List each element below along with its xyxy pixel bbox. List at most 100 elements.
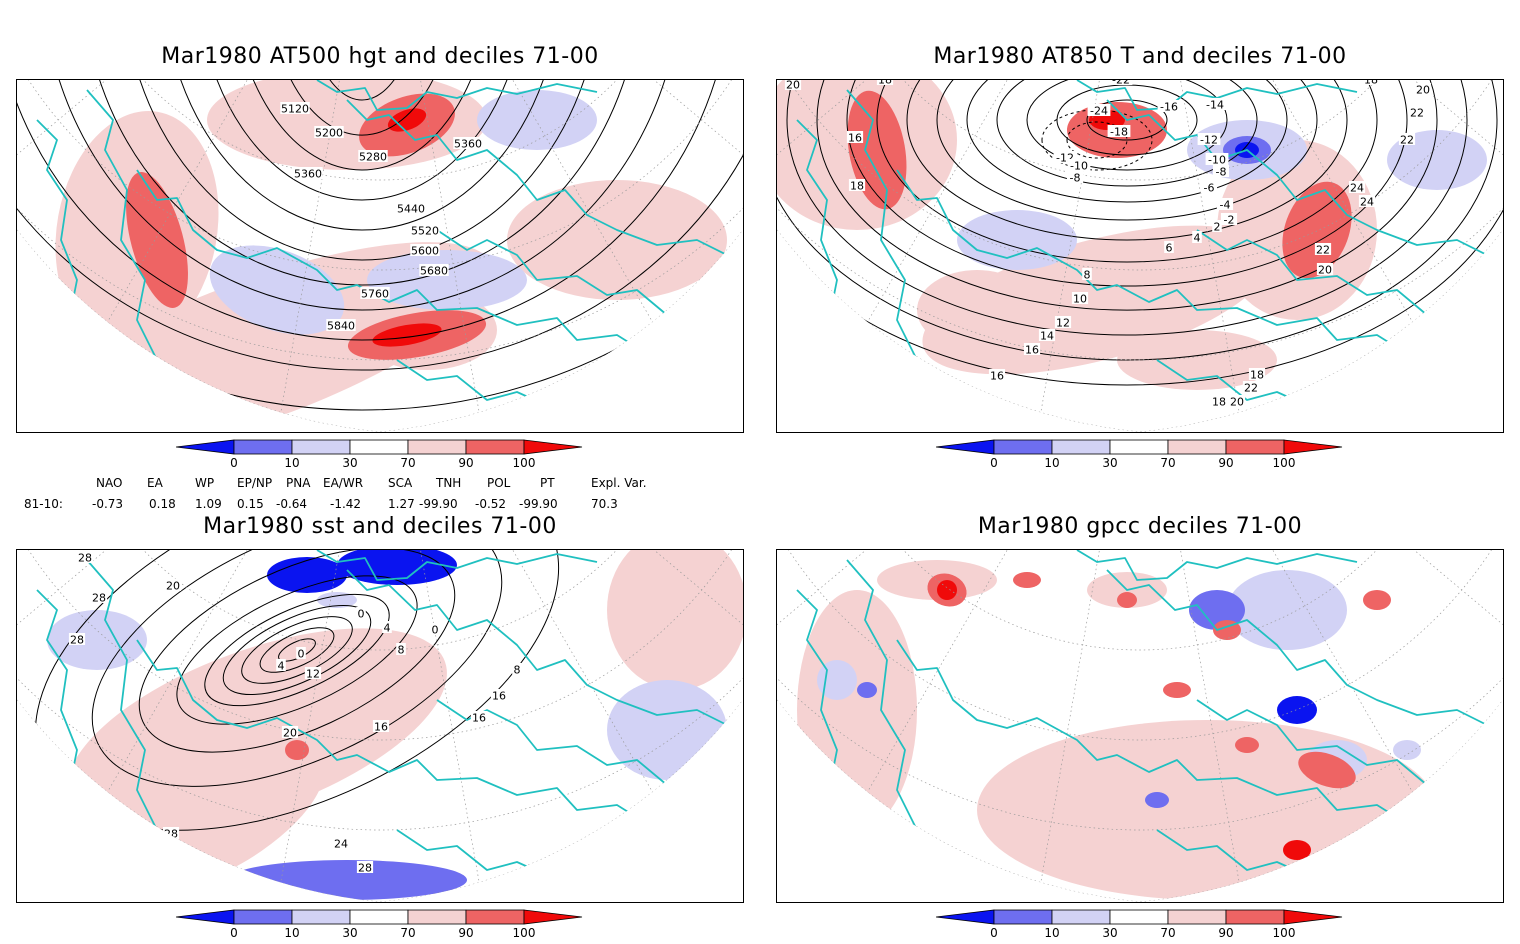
contour-label: 28 (164, 828, 178, 841)
colorbar-tick-label: 90 (458, 926, 473, 940)
anomaly-shading (607, 680, 727, 780)
idx-value-wp: 1.09 (195, 497, 222, 511)
colorbar-hgt500: 0 10 30 70 90 100 (176, 439, 583, 470)
contour-label-bg (372, 720, 390, 732)
anomaly-shading (1163, 682, 1191, 698)
idx-header-epnp: EP/NP (237, 476, 273, 490)
colorbar-segment (465, 439, 525, 455)
colorbar-triangle-low (936, 909, 995, 925)
panel-title-t850: Mar1980 AT850 T and deciles 71-00 (933, 44, 1347, 69)
colorbar-tick-label: 90 (1218, 456, 1233, 470)
contour-label-bg (410, 224, 440, 236)
colorbar-tick-label: 0 (230, 456, 238, 470)
contour-label-bg (356, 607, 366, 619)
colorbar-segment (1225, 439, 1285, 455)
contour-label-bg (1216, 198, 1234, 210)
contour-line (786, 80, 1468, 336)
contour-label-bg (296, 647, 306, 659)
map-gpcc (777, 550, 1503, 902)
contour-label: 16 (848, 132, 862, 145)
colorbar-tick-label: 30 (342, 926, 357, 940)
idx-header-ea: EA (147, 476, 163, 490)
colorbar-triangle-high (1283, 439, 1343, 455)
grid-latitude-circle (777, 550, 1503, 831)
contour-line (266, 80, 458, 136)
coastline (1106, 99, 1498, 261)
contour-label-bg (1082, 268, 1092, 280)
idx-header-sca: SCA (388, 476, 413, 490)
contour-label: 5680 (420, 265, 448, 278)
contour-label: 8 (398, 644, 405, 657)
contour-label-bg (1362, 80, 1380, 85)
contour-label: 16 (374, 721, 388, 734)
contour-label: 18 (1364, 80, 1378, 87)
contour-label-bg (419, 264, 449, 276)
contour-label-bg (1220, 213, 1238, 225)
contour-label-bg (1109, 80, 1133, 85)
contour-label-bg (280, 102, 310, 114)
idx-header-wp: WP (195, 476, 215, 490)
contour-label-bg (1212, 220, 1222, 232)
coastline (436, 229, 668, 316)
contour-label: 5600 (411, 245, 439, 258)
contour-line (121, 80, 603, 261)
contour-line (231, 80, 493, 171)
contour-label-bg (76, 551, 94, 563)
colorbar-tick-label: 100 (513, 926, 536, 940)
anomaly-shading (337, 550, 457, 585)
contour-label: 22 (1316, 244, 1330, 257)
contour-label: 16 (1025, 344, 1039, 357)
contour-label-bg (396, 202, 426, 214)
colorbar-segment (1225, 909, 1285, 925)
contour-label-bg (356, 861, 374, 873)
map-boundary-arc (777, 229, 1503, 432)
colorbar-triangle-high (523, 439, 583, 455)
colorbar-gpcc: 0 10 30 70 90 100 (936, 909, 1343, 940)
anomaly-shading (1235, 737, 1259, 753)
contour-line (301, 80, 423, 101)
contour-label-bg (1205, 153, 1229, 165)
contour-label-bg (1066, 171, 1084, 183)
colorbar-tick-label: 0 (230, 926, 238, 940)
idx-header-nao: NAO (96, 476, 123, 490)
grid-latitude-circle (49, 80, 711, 181)
contour-label-bg (90, 591, 108, 603)
contour-label: -8 (1070, 172, 1081, 185)
contour-label-bg (784, 80, 802, 90)
colorbar-tick-label: 70 (400, 456, 415, 470)
contour-label: 18 (878, 80, 892, 87)
contour-line (161, 80, 563, 231)
anomaly-shading (387, 108, 427, 132)
contour-label: 0 (358, 608, 365, 621)
contour-label: 28 (78, 552, 92, 565)
contour-line (1056, 84, 1198, 156)
contour-line (138, 550, 456, 753)
contour-line (936, 80, 1318, 221)
contour-label: 12 (306, 668, 320, 681)
contour-label: 2 (1214, 221, 1221, 234)
contour-line (222, 604, 372, 696)
contour-label-bg (1242, 381, 1260, 393)
idx-header-tnh: TNH (436, 476, 462, 490)
coastline (1196, 699, 1428, 786)
colorbar-segment (1167, 909, 1227, 925)
colorbar-segment (1167, 439, 1227, 455)
coastline (896, 639, 1503, 851)
anomaly-shading (1283, 840, 1311, 860)
contour-label: 20 (786, 80, 800, 92)
colorbar-segment (233, 909, 293, 925)
contour-line (816, 80, 1438, 311)
anomaly-shading (1282, 181, 1352, 279)
anomaly-shading (1145, 792, 1169, 808)
coastline (896, 169, 1503, 381)
contour-label-bg (512, 663, 522, 675)
contour-label: 24 (1360, 196, 1374, 209)
contour-label-bg (1023, 343, 1041, 355)
contour-label-bg (988, 369, 1006, 381)
idx-value-eawr: -1.42 (330, 497, 362, 511)
colorbar-tick-label: 70 (1160, 926, 1175, 940)
contour-label-bg (1358, 195, 1376, 207)
contour-label: 20 (166, 580, 180, 593)
colorbar-tick-label: 10 (284, 456, 299, 470)
